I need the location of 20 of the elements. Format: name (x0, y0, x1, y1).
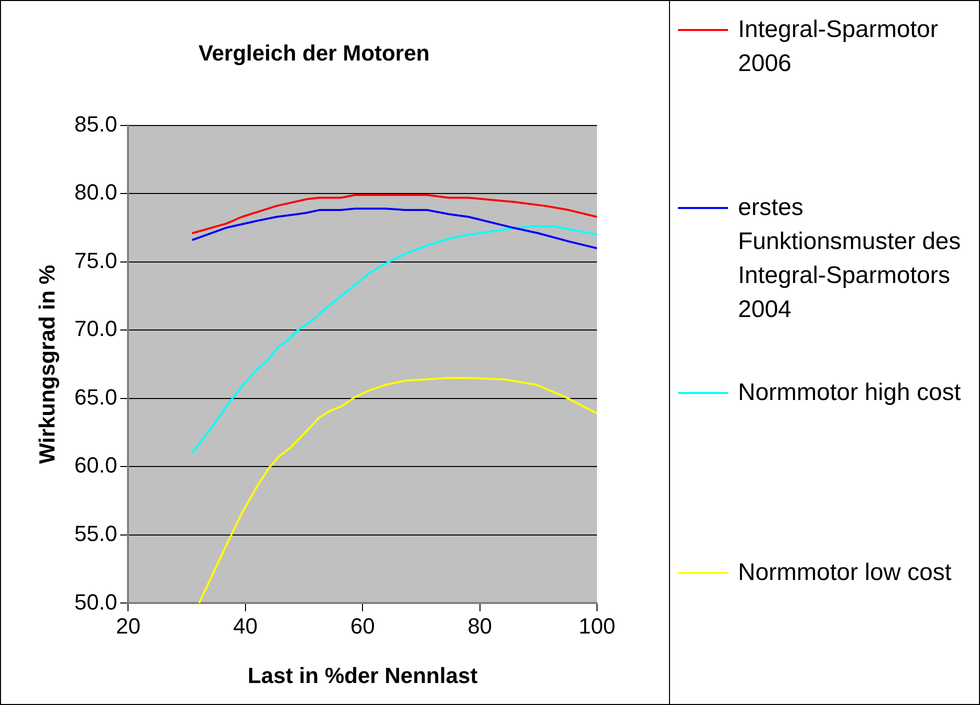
x-axis-title: Last in %der Nennlast (248, 662, 478, 688)
y-tick-label: 80.0 (74, 180, 118, 205)
x-tick-label: 20 (116, 613, 140, 638)
x-tick-label: 100 (578, 613, 616, 638)
x-tick-label: 80 (468, 613, 492, 638)
x-tick-label: 60 (350, 613, 375, 638)
y-axis-title: Wirkungsgrad in % (34, 264, 60, 464)
legend-label: Normmotor low cost (738, 558, 952, 588)
legend-label: erstes Funktionsmuster des Integral-Sparmotors 2004 (738, 193, 962, 325)
y-tick-label: 60.0 (74, 452, 118, 478)
y-tick-label: 55.0 (74, 521, 118, 546)
x-tick-label: 40 (233, 613, 258, 638)
y-tick-label: 50.0 (74, 589, 118, 614)
y-tick-label: 65.0 (74, 384, 118, 410)
chart-title: Vergleich der Motoren (198, 40, 430, 66)
y-tick-label: 85.0 (74, 111, 118, 136)
y-tick-label: 75.0 (74, 248, 118, 273)
legend-label: Integral-Sparmotor 2006 (738, 15, 940, 79)
legend-label: Normmotor high cost (738, 378, 962, 408)
y-tick-label: 70.0 (74, 316, 118, 342)
